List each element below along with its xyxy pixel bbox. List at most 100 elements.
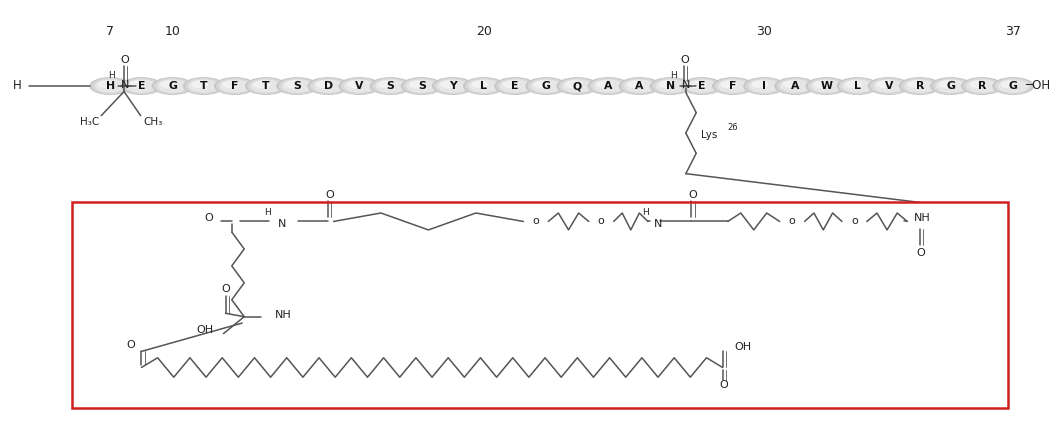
- Circle shape: [684, 79, 720, 93]
- Text: L: L: [855, 81, 861, 91]
- Circle shape: [967, 80, 997, 92]
- Circle shape: [565, 81, 581, 87]
- Text: O: O: [325, 190, 333, 200]
- Circle shape: [186, 79, 222, 93]
- Text: H: H: [264, 207, 270, 217]
- Text: G: G: [168, 81, 177, 91]
- Text: o: o: [533, 216, 539, 227]
- Circle shape: [877, 81, 893, 87]
- Circle shape: [96, 80, 124, 92]
- Text: O: O: [127, 340, 135, 350]
- Text: I: I: [762, 81, 766, 91]
- Circle shape: [286, 81, 301, 87]
- Text: N: N: [277, 219, 286, 229]
- Circle shape: [781, 80, 810, 92]
- Circle shape: [775, 78, 816, 94]
- Circle shape: [905, 80, 935, 92]
- Text: S: S: [387, 81, 395, 91]
- Circle shape: [526, 78, 567, 94]
- Circle shape: [808, 79, 844, 93]
- Text: F: F: [729, 81, 736, 91]
- Text: L: L: [480, 81, 487, 91]
- Text: 10: 10: [165, 25, 180, 37]
- Circle shape: [500, 80, 530, 92]
- Circle shape: [744, 78, 784, 94]
- Circle shape: [123, 79, 159, 93]
- Circle shape: [752, 81, 768, 87]
- Circle shape: [130, 81, 146, 87]
- Text: D: D: [324, 81, 332, 91]
- Circle shape: [937, 80, 965, 92]
- Circle shape: [217, 79, 253, 93]
- Circle shape: [497, 79, 533, 93]
- Circle shape: [251, 80, 281, 92]
- Circle shape: [690, 81, 706, 87]
- Circle shape: [280, 79, 315, 93]
- Circle shape: [464, 78, 504, 94]
- Text: Lys: Lys: [702, 130, 717, 140]
- Text: N: N: [654, 219, 663, 229]
- Text: G: G: [542, 81, 551, 91]
- Text: O: O: [120, 55, 130, 65]
- Text: o: o: [851, 216, 858, 227]
- Text: o: o: [598, 216, 605, 227]
- Text: H₃C: H₃C: [80, 117, 99, 127]
- Text: H: H: [106, 81, 115, 91]
- Circle shape: [248, 79, 284, 93]
- Circle shape: [902, 79, 938, 93]
- Circle shape: [656, 80, 686, 92]
- Circle shape: [875, 80, 903, 92]
- Circle shape: [589, 78, 629, 94]
- Circle shape: [283, 80, 311, 92]
- Circle shape: [846, 81, 861, 87]
- Text: 37: 37: [1005, 25, 1021, 37]
- Circle shape: [155, 79, 190, 93]
- Text: 7: 7: [107, 25, 114, 37]
- Circle shape: [529, 79, 564, 93]
- Text: A: A: [605, 81, 613, 91]
- Text: o: o: [789, 216, 795, 227]
- Circle shape: [559, 79, 595, 93]
- Circle shape: [999, 80, 1028, 92]
- Text: O: O: [688, 190, 697, 200]
- Circle shape: [316, 81, 332, 87]
- Text: NH: NH: [914, 213, 931, 223]
- Circle shape: [189, 80, 218, 92]
- Circle shape: [840, 79, 876, 93]
- Circle shape: [653, 79, 689, 93]
- Circle shape: [438, 80, 467, 92]
- Circle shape: [503, 81, 519, 87]
- Circle shape: [621, 79, 657, 93]
- Circle shape: [939, 81, 955, 87]
- Text: F: F: [231, 81, 238, 91]
- Circle shape: [127, 80, 156, 92]
- Circle shape: [93, 79, 128, 93]
- Text: NH: NH: [275, 310, 292, 320]
- Text: 30: 30: [756, 25, 772, 37]
- Circle shape: [931, 78, 972, 94]
- Circle shape: [651, 78, 691, 94]
- Text: G: G: [946, 81, 956, 91]
- Text: OH: OH: [734, 342, 752, 352]
- Text: W: W: [821, 81, 832, 91]
- Circle shape: [98, 81, 114, 87]
- Text: V: V: [356, 81, 364, 91]
- Circle shape: [591, 79, 627, 93]
- Circle shape: [158, 80, 187, 92]
- Circle shape: [933, 79, 968, 93]
- Circle shape: [870, 79, 906, 93]
- Circle shape: [838, 78, 878, 94]
- Text: 26: 26: [727, 123, 737, 132]
- Circle shape: [995, 79, 1031, 93]
- Circle shape: [246, 78, 286, 94]
- Text: ─OH: ─OH: [1025, 79, 1051, 92]
- Text: R: R: [978, 81, 986, 91]
- Text: N: N: [682, 80, 690, 90]
- Text: H: H: [109, 71, 115, 80]
- Text: H: H: [670, 71, 677, 80]
- Circle shape: [435, 79, 471, 93]
- Circle shape: [778, 79, 813, 93]
- Circle shape: [993, 78, 1034, 94]
- Circle shape: [473, 81, 487, 87]
- Circle shape: [1001, 81, 1017, 87]
